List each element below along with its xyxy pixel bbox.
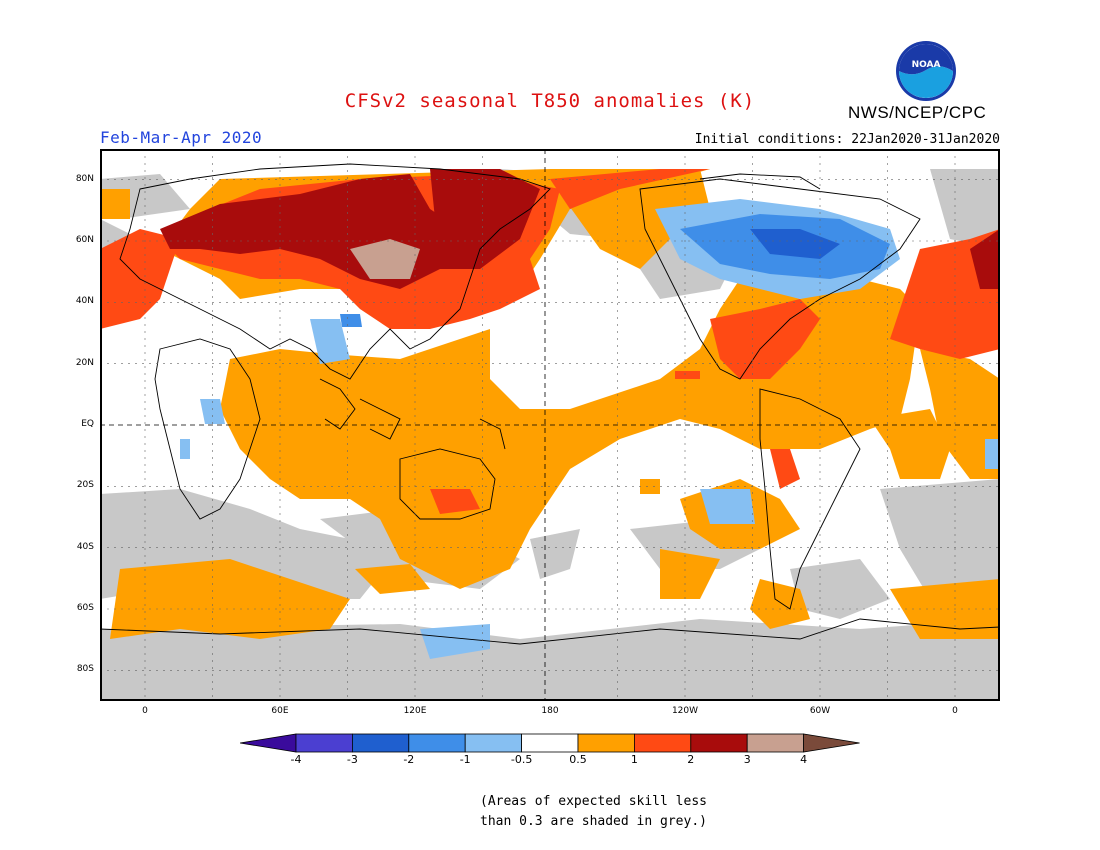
latitude-label: 60S xyxy=(76,603,94,613)
footnote-line-1: (Areas of expected skill less xyxy=(480,794,707,809)
longitude-label: 120W xyxy=(671,706,699,716)
colorbar-label: 2 xyxy=(687,753,695,766)
graticule xyxy=(100,149,1000,701)
colorbar xyxy=(240,733,860,753)
colorbar-label: -2 xyxy=(403,753,415,766)
latitude-label: 20N xyxy=(75,357,94,368)
forecast-period: Feb-Mar-Apr 2020 xyxy=(100,128,263,147)
colorbar-segment xyxy=(408,733,466,753)
colorbar-label: -0.5 xyxy=(510,753,533,766)
longitude-label: 180 xyxy=(541,706,559,716)
colorbar-label: -4 xyxy=(290,753,302,766)
latitude-label: 40S xyxy=(76,541,94,552)
anomaly-3-to-4 xyxy=(350,239,420,279)
organization-label: NWS/NCEP/CPC xyxy=(848,103,987,122)
colorbar-label: 0.5 xyxy=(569,753,587,766)
initial-conditions: Initial conditions: 22Jan2020-31Jan2020 xyxy=(694,132,1000,147)
latitude-label: 80S xyxy=(76,664,94,675)
colorbar-segment xyxy=(577,733,635,753)
colorbar-segment xyxy=(746,733,805,753)
map-frame xyxy=(100,149,1000,701)
longitude-label: 0 xyxy=(142,706,148,716)
noaa-logo: NOAA xyxy=(896,41,956,101)
map-title: CFSv2 seasonal T850 anomalies (K) xyxy=(344,90,756,112)
latitude-label: 60N xyxy=(75,235,94,245)
colorbar-label: 1 xyxy=(630,753,638,766)
colorbar-segment xyxy=(521,733,579,753)
latitude-label: 40N xyxy=(75,296,94,307)
colorbar-segment xyxy=(803,733,860,753)
anomaly-fields xyxy=(100,169,1000,701)
longitude-label: 60W xyxy=(809,706,831,716)
colorbar-label: -3 xyxy=(346,753,358,766)
colorbar-segment xyxy=(240,733,297,753)
anomaly-neg-2-to-3 xyxy=(750,229,840,259)
colorbar-label: -1 xyxy=(459,753,471,766)
colorbar-label: 4 xyxy=(800,753,808,766)
longitude-label: 120E xyxy=(403,706,427,716)
latitude-label: EQ xyxy=(81,419,94,429)
svg-text:NOAA: NOAA xyxy=(912,60,941,70)
colorbar-segment xyxy=(690,733,748,753)
coastlines xyxy=(100,163,1000,645)
colorbar-label: 3 xyxy=(743,753,751,766)
footnote-line-2: than 0.3 are shaded in grey.) xyxy=(480,814,707,829)
skill-footnote: (Areas of expected skill less than 0.3 a… xyxy=(480,792,707,832)
anomaly-map xyxy=(100,149,1000,701)
colorbar-segment xyxy=(633,733,692,753)
colorbar-segment xyxy=(352,733,410,753)
colorbar-segment xyxy=(295,733,353,753)
latitude-label: 80N xyxy=(75,173,94,184)
longitude-label: 60E xyxy=(271,706,289,716)
longitude-label: 0 xyxy=(952,706,958,716)
colorbar-segment xyxy=(464,733,522,753)
latitude-label: 20S xyxy=(76,480,94,491)
